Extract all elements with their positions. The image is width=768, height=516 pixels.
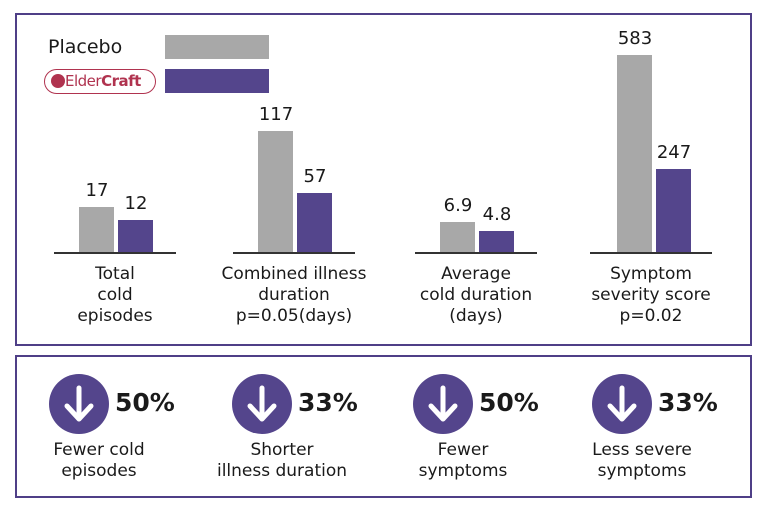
- baseline: [590, 252, 712, 254]
- stat-description-line: symptoms: [418, 461, 508, 481]
- baseline: [54, 252, 176, 254]
- stat-percent: 33%: [658, 388, 718, 417]
- category-label-line: severity score: [591, 285, 711, 305]
- logo-icon: [51, 74, 65, 88]
- category-label: Average cold duration (days): [381, 264, 571, 327]
- stat-percent: 33%: [298, 388, 358, 417]
- stat-description-line: Shorter: [250, 440, 314, 460]
- legend-eldercraft-swatch: [165, 69, 269, 93]
- bar-eldercraft-3: [656, 168, 691, 252]
- stat-description-line: Fewer cold: [53, 440, 145, 460]
- category-label-line: episodes: [77, 306, 153, 326]
- stat-description-line: episodes: [61, 461, 137, 481]
- stat-description: Shorter illness duration: [192, 440, 372, 482]
- bar-placebo-2: [440, 221, 475, 252]
- data-label: 17: [85, 179, 109, 201]
- chart-panel: [15, 13, 752, 346]
- data-label: 4.8: [482, 204, 512, 226]
- stat-description-line: Less severe: [592, 440, 692, 460]
- stat-description: Fewer cold episodes: [9, 440, 189, 482]
- data-label: 6.9: [443, 194, 473, 216]
- stat-percent: 50%: [115, 388, 175, 417]
- category-label-line: cold duration: [419, 285, 533, 305]
- eldercraft-logo: ElderCraft: [44, 69, 156, 94]
- category-label-line: Symptom: [610, 264, 692, 284]
- category-label-line: Total: [95, 264, 135, 284]
- category-label-line: p=0.02: [619, 306, 683, 326]
- category-label: Combined illness duration p=0.05(days): [199, 264, 389, 327]
- baseline: [233, 252, 355, 254]
- category-label-line: cold: [97, 285, 133, 305]
- bar-eldercraft-1: [297, 193, 332, 252]
- data-label: 247: [656, 141, 692, 163]
- arrow-down-icon: [592, 374, 652, 434]
- data-label: 583: [617, 27, 653, 49]
- stat-description-line: Fewer: [437, 440, 489, 460]
- legend-placebo-label: Placebo: [48, 36, 123, 58]
- stat-description-line: illness duration: [216, 461, 348, 481]
- bar-placebo-0: [79, 206, 114, 252]
- bar-placebo-1: [258, 131, 293, 252]
- stat-description-line: symptoms: [597, 461, 687, 481]
- stat-description: Fewer symptoms: [373, 440, 553, 482]
- category-label-line: (days): [449, 306, 503, 326]
- stat-description: Less severe symptoms: [552, 440, 732, 482]
- category-label: Total cold episodes: [20, 264, 210, 327]
- summary-panel: [15, 355, 752, 498]
- category-label-line: p=0.05(days): [235, 306, 353, 326]
- data-label: 117: [258, 104, 294, 126]
- arrow-down-icon: [232, 374, 292, 434]
- bar-eldercraft-0: [118, 220, 153, 252]
- data-label: 12: [124, 193, 148, 215]
- category-label-line: Average: [441, 264, 511, 284]
- bar-eldercraft-2: [479, 231, 514, 252]
- arrow-down-icon: [413, 374, 473, 434]
- legend-placebo-swatch: [165, 35, 269, 59]
- stat-percent: 50%: [479, 388, 539, 417]
- category-label: Symptom severity score p=0.02: [556, 264, 746, 327]
- category-label-line: Combined illness: [221, 264, 367, 284]
- baseline: [415, 252, 537, 254]
- category-label-line: duration: [258, 285, 330, 305]
- arrow-down-icon: [49, 374, 109, 434]
- data-label: 57: [303, 166, 327, 188]
- bar-placebo-3: [617, 54, 652, 252]
